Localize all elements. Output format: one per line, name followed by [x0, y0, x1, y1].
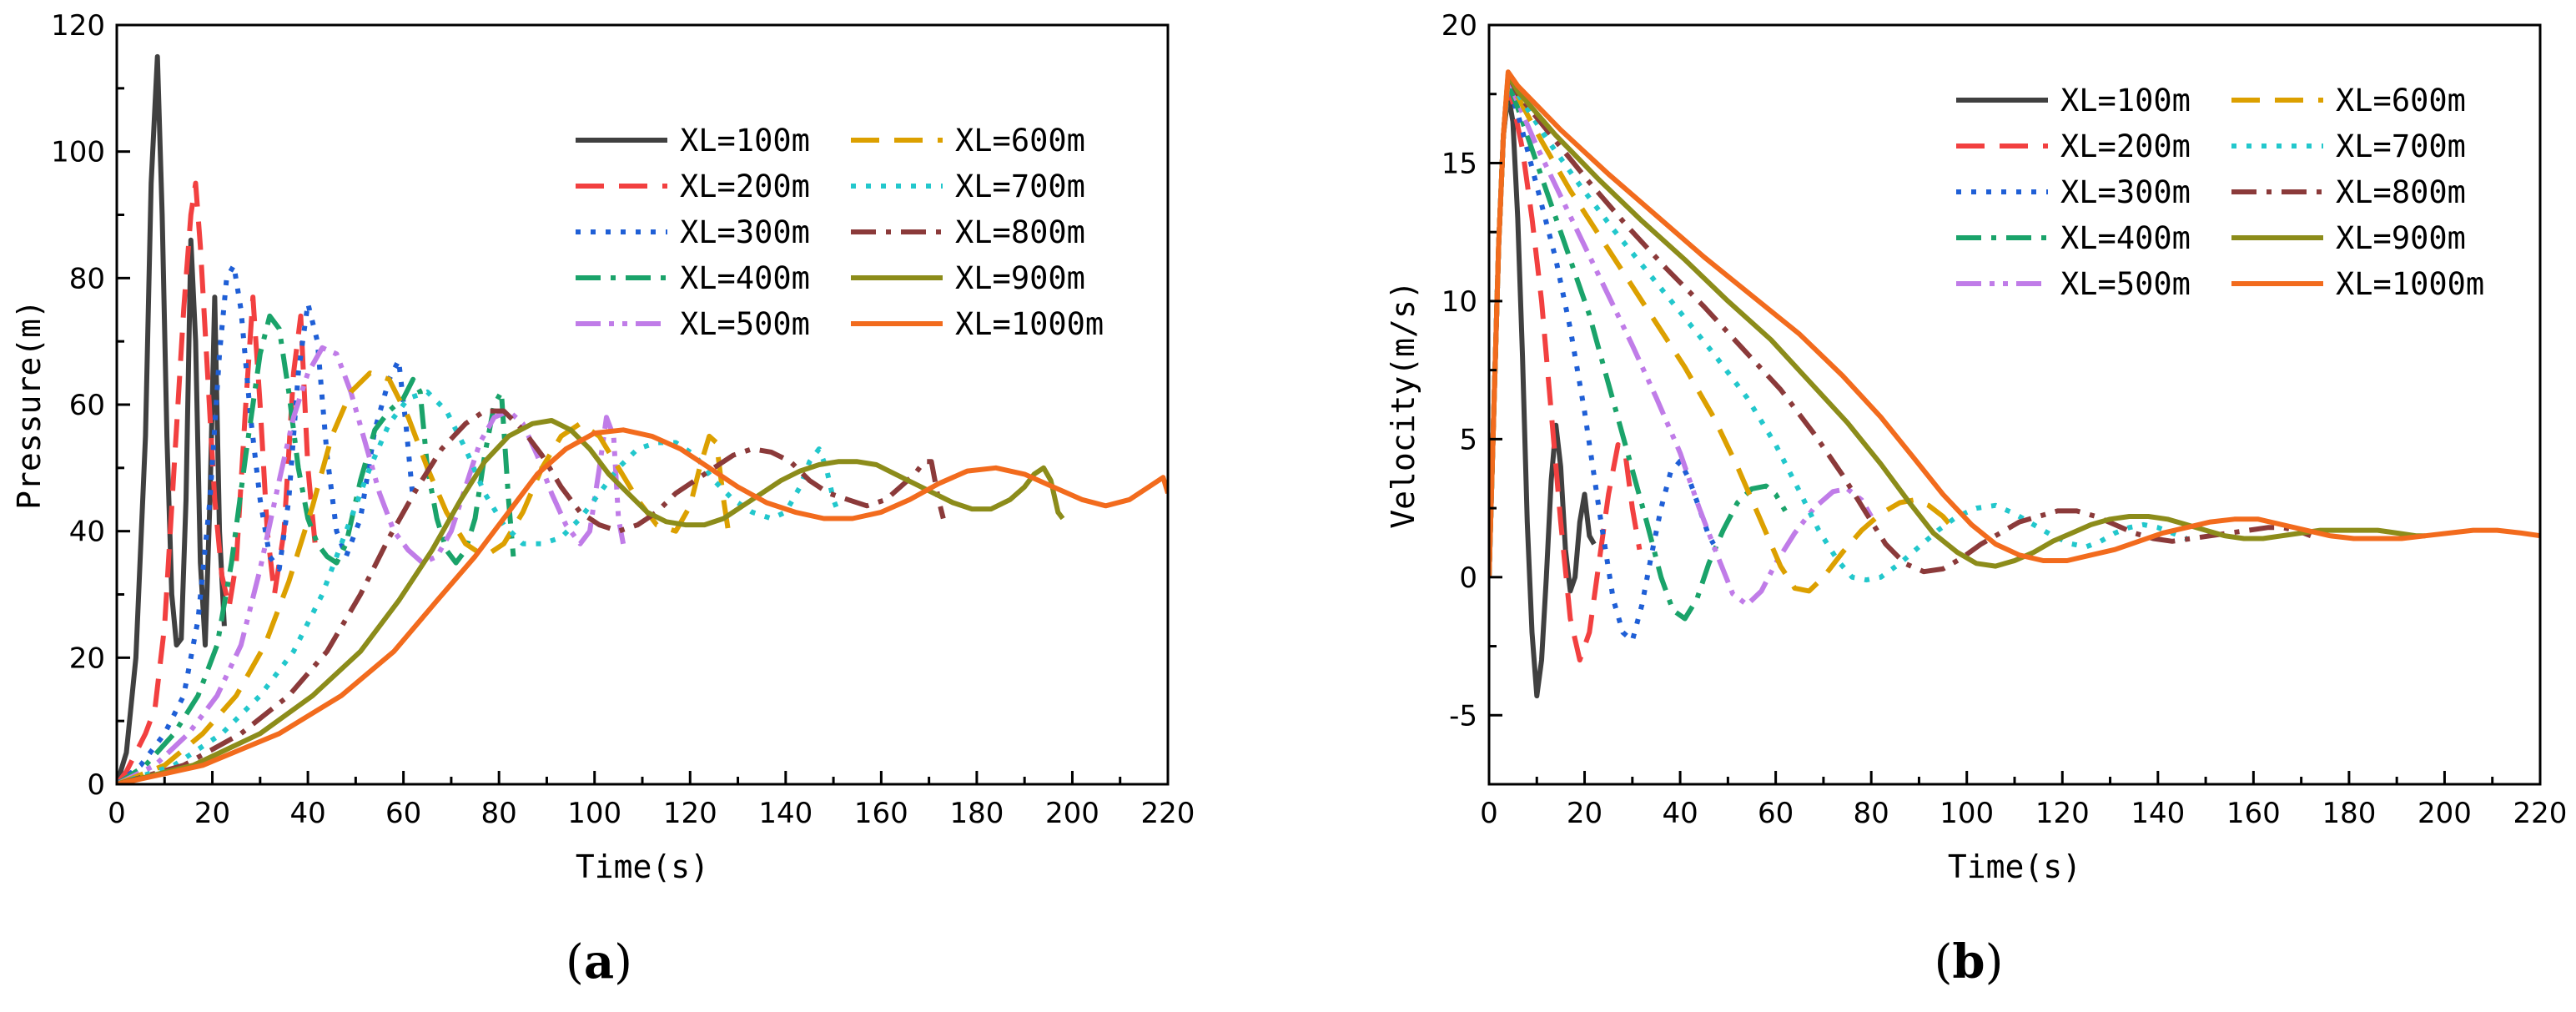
chart-panel-a: 0 20 40 60 80 100 120 140 160 180 200 220 0 20 40 60 80 1… [11, 9, 1195, 989]
legend-label: XL=900m [955, 260, 1085, 296]
legend-label: XL=800m [955, 214, 1085, 250]
legend-label: XL=400m [2060, 220, 2191, 256]
y-axis-title: Pressure(m) [11, 300, 48, 510]
series-line-xl-700m [117, 389, 841, 784]
legend: XL=100m XL=200m XL=300m XL=400m XL=500m XL=60… [1956, 83, 2484, 302]
x-tick-label: 180 [2322, 797, 2376, 830]
x-tick-label: 220 [2513, 797, 2568, 830]
series-line-xl-200m [117, 180, 318, 784]
legend-label: XL=600m [955, 123, 1085, 159]
legend-label: XL=200m [680, 169, 810, 204]
series-line-xl-800m [1489, 72, 2312, 577]
legend-label: XL=100m [680, 123, 810, 159]
series-group [117, 53, 1168, 784]
x-tick-label: 40 [289, 797, 325, 830]
legend: XL=100m XL=200m XL=300m XL=400m XL=500m XL=60… [576, 123, 1104, 342]
x-tick-label: 80 [1854, 797, 1889, 830]
x-tick-label: 160 [854, 797, 908, 830]
x-tick-label: 100 [567, 797, 621, 830]
legend-label: XL=400m [680, 260, 810, 296]
x-tick-label: 120 [663, 797, 717, 830]
series-line-xl-1000m [117, 427, 1168, 784]
y-tick-label: 0 [1459, 561, 1477, 595]
x-axis-title: Time(s) [576, 848, 709, 885]
series-line-xl-200m [1489, 86, 1643, 663]
x-tick-label: 60 [1758, 797, 1794, 830]
legend-label: XL=700m [955, 169, 1085, 204]
series-line-xl-900m [1489, 72, 2426, 577]
legend-label: XL=600m [2336, 83, 2466, 118]
legend-label: XL=300m [2060, 174, 2191, 210]
y-tick-label: 60 [69, 389, 105, 422]
legend-label: XL=700m [2336, 128, 2466, 164]
y-tick-label: 0 [87, 768, 105, 802]
x-tick-label: 160 [2226, 797, 2281, 830]
x-tick-label: 200 [2418, 797, 2472, 830]
x-tick-label: 140 [2131, 797, 2185, 830]
y-tick-label: 10 [1441, 285, 1477, 319]
x-tick-label: 20 [194, 797, 230, 830]
y-tick-label: 20 [69, 642, 105, 675]
y-tick-label: 100 [51, 136, 105, 169]
legend-label: XL=800m [2336, 174, 2466, 210]
y-tick-label: 5 [1459, 423, 1477, 456]
x-tick-label: 20 [1567, 797, 1602, 830]
y-tick-label: 20 [1441, 9, 1477, 43]
x-tick-label: 60 [385, 797, 421, 830]
series-line-xl-500m [117, 345, 626, 784]
y-axis-title: Velocity(m/s) [1385, 280, 1421, 528]
series-line-xl-900m [117, 418, 1065, 784]
x-tick-label: 200 [1045, 797, 1099, 830]
series-line-xl-300m [117, 263, 416, 784]
legend-label: XL=900m [2336, 220, 2466, 256]
series-line-xl-1000m [1489, 69, 2540, 577]
legend-label: XL=200m [2060, 128, 2191, 164]
x-tick-label: 220 [1141, 797, 1195, 830]
x-tick-label: 0 [108, 797, 126, 830]
x-tick-label: 0 [1480, 797, 1498, 830]
panel-label: (b) [1935, 934, 2004, 989]
panel-label: (a) [566, 934, 632, 989]
y-tick-label: 80 [69, 262, 105, 295]
series-group [1489, 69, 2540, 699]
y-tick-label: 120 [51, 9, 105, 43]
legend-label: XL=1000m [955, 306, 1104, 342]
legend-label: XL=100m [2060, 83, 2191, 118]
legend-label: XL=1000m [2336, 266, 2484, 302]
x-tick-label: 180 [949, 797, 1004, 830]
series-line-xl-600m [117, 370, 732, 784]
x-tick-label: 100 [1940, 797, 1994, 830]
chart-panel-b: 0 20 40 60 80 100 120 140 160 180 200 220 -5 0 5 10 15 20… [1385, 9, 2567, 989]
y-tick-label: 40 [69, 516, 105, 549]
x-axis-title: Time(s) [1948, 848, 2081, 885]
legend-label: XL=500m [2060, 266, 2191, 302]
x-tick-label: 80 [481, 797, 517, 830]
x-tick-label: 140 [758, 797, 813, 830]
y-tick-label: 15 [1441, 147, 1477, 180]
series-line-xl-600m [1489, 74, 1960, 594]
legend-label: XL=500m [680, 306, 810, 342]
x-tick-label: 40 [1662, 797, 1698, 830]
series-line-xl-800m [117, 408, 946, 784]
x-tick-label: 120 [2035, 797, 2090, 830]
legend-label: XL=300m [680, 214, 810, 250]
series-line-xl-700m [1489, 72, 2188, 583]
y-tick-label: -5 [1449, 699, 1477, 733]
